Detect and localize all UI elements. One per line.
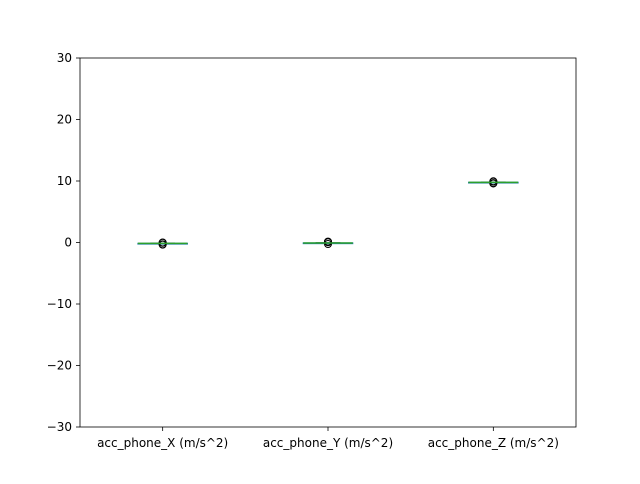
- box-group: [302, 237, 354, 249]
- x-tick-label: acc_phone_Y (m/s^2): [263, 436, 393, 450]
- y-tick-label: 30: [57, 51, 72, 65]
- axes-frame: [79, 57, 577, 428]
- x-tick-label: acc_phone_X (m/s^2): [97, 436, 228, 450]
- axes: −30 −20 −10 0 10 20 30 acc_phone_X (m/s^2) acc_p…: [47, 51, 559, 450]
- y-tick-label: 0: [64, 236, 72, 250]
- plot-area: [137, 177, 519, 249]
- flier-point: [158, 238, 167, 247]
- box-group: [137, 238, 188, 249]
- box-group: [468, 177, 519, 188]
- y-tick-label: 20: [57, 113, 72, 127]
- x-tick-label: acc_phone_Z (m/s^2): [428, 436, 559, 450]
- y-tick-label: −10: [47, 297, 72, 311]
- y-tick-label: −30: [47, 420, 72, 434]
- flier-point: [489, 177, 498, 186]
- y-tick-label: 10: [57, 174, 72, 188]
- flier-point: [324, 237, 332, 246]
- y-tick-label: −20: [47, 359, 72, 373]
